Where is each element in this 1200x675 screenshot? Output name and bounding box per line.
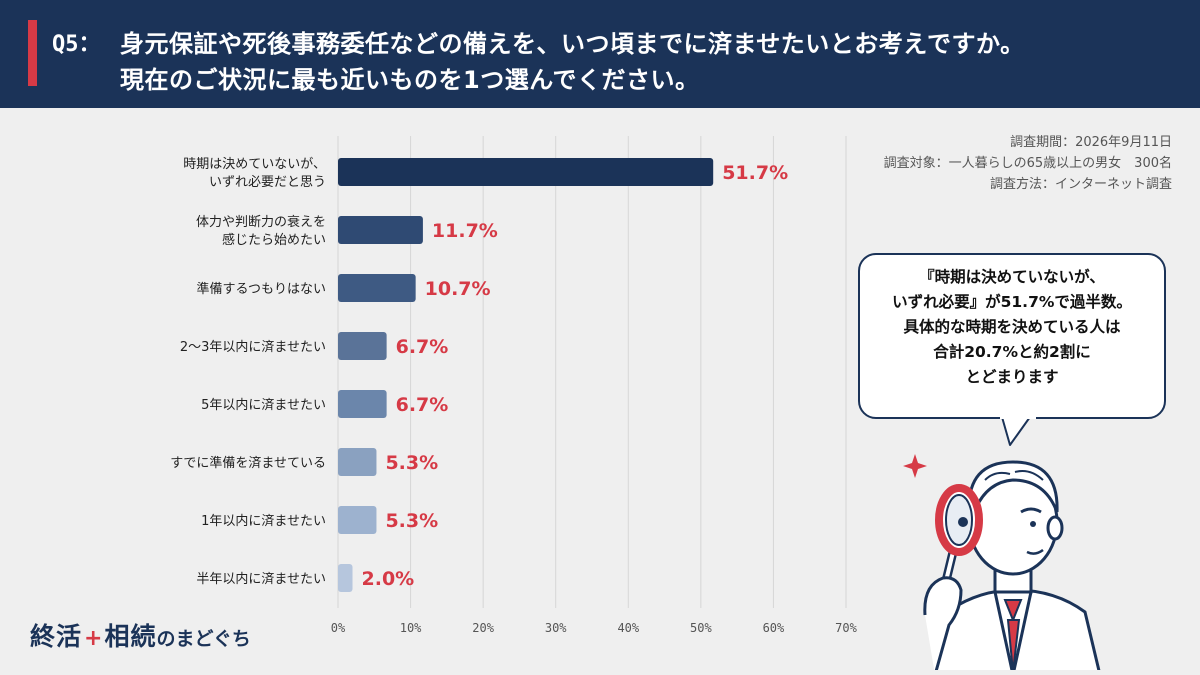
category-label: 1年以内に済ませたい — [201, 513, 326, 529]
value-label: 6.7% — [396, 336, 449, 358]
callout-line-1: 『時期は決めていないが、 — [919, 268, 1105, 286]
survey-period: 調査期間：2026年9月11日 — [1010, 135, 1172, 150]
brand-logo: 終活 + 相続 のまどぐち — [30, 617, 251, 653]
x-tick-label: 30% — [545, 621, 567, 635]
header-bar: Q5： 身元保証や死後事務委任などの備えを、いつ頃までに済ませたいとお考えですか… — [0, 0, 1200, 108]
value-label: 11.7% — [432, 220, 498, 242]
category-label: すでに準備を済ませている — [170, 455, 326, 471]
callout-bubble: 『時期は決めていないが、 いずれ必要』が51.7%で過半数。 具体的な時期を決め… — [858, 253, 1166, 419]
question-text-line-1: 身元保証や死後事務委任などの備えを、いつ頃までに済ませたいとお考えですか。 — [120, 30, 1025, 58]
category-label: 半年以内に済ませたい — [196, 571, 326, 587]
survey-target: 調査対象：一人暮らしの65歳以上の男女 300名 — [883, 156, 1172, 171]
callout-line-4: 合計20.7%と約2割に — [933, 343, 1091, 361]
value-label: 10.7% — [425, 278, 491, 300]
value-label: 51.7% — [722, 162, 788, 184]
value-label: 2.0% — [362, 568, 415, 590]
bar — [338, 158, 714, 186]
x-tick-label: 20% — [472, 621, 494, 635]
bar-chart: 0% 10% 20% 30% 40% 50% 60% 70% 時期は決めていないが、いずれ必要だ… — [170, 136, 858, 635]
logo-text-1: 終活 — [30, 622, 83, 651]
callout-line-2: いずれ必要』が51.7%で過半数。 — [892, 293, 1132, 311]
bar — [338, 390, 387, 418]
question-number: Q5： — [52, 32, 101, 57]
category-label: 2～3年以内に済ませたい — [180, 339, 326, 355]
logo-text-3: のまどぐち — [156, 628, 251, 650]
man-with-magnifier-illustration — [903, 454, 1101, 670]
category-label: 5年以内に済ませたい — [201, 397, 326, 413]
bar — [338, 564, 353, 592]
bar — [338, 332, 387, 360]
survey-method: 調査方法：インターネット調査 — [989, 177, 1172, 192]
callout-line-5: とどまります — [965, 368, 1059, 386]
logo-text-2: 相続 — [104, 622, 157, 651]
header-accent-stripe — [28, 20, 37, 86]
x-tick-label: 60% — [763, 621, 785, 635]
bar — [338, 506, 377, 534]
value-label: 5.3% — [385, 452, 438, 474]
bar — [338, 216, 423, 244]
category-label: 時期は決めていないが、いずれ必要だと思う — [183, 157, 326, 190]
callout-tail — [1000, 415, 1036, 446]
bar — [338, 274, 416, 302]
x-tick-label: 0% — [331, 621, 346, 635]
value-label: 5.3% — [385, 510, 438, 532]
category-label: 準備するつもりはない — [197, 281, 326, 297]
survey-info: 調査期間：2026年9月11日 調査対象：一人暮らしの65歳以上の男女 300名… — [884, 132, 1172, 195]
x-tick-label: 70% — [835, 621, 857, 635]
question-text-line-2: 現在のご状況に最も近いものを1つ選んでください。 — [120, 66, 700, 94]
callout-line-3: 具体的な時期を決めている人は — [903, 318, 1121, 336]
logo-plus: + — [84, 626, 103, 651]
x-tick-label: 10% — [400, 621, 422, 635]
category-label: 体力や判断力の衰えを感じたら始めたい — [196, 214, 326, 248]
sparkle-icon — [903, 454, 927, 478]
value-label: 6.7% — [396, 394, 449, 416]
x-tick-label: 40% — [617, 621, 639, 635]
x-tick-label: 50% — [690, 621, 712, 635]
bar — [338, 448, 377, 476]
